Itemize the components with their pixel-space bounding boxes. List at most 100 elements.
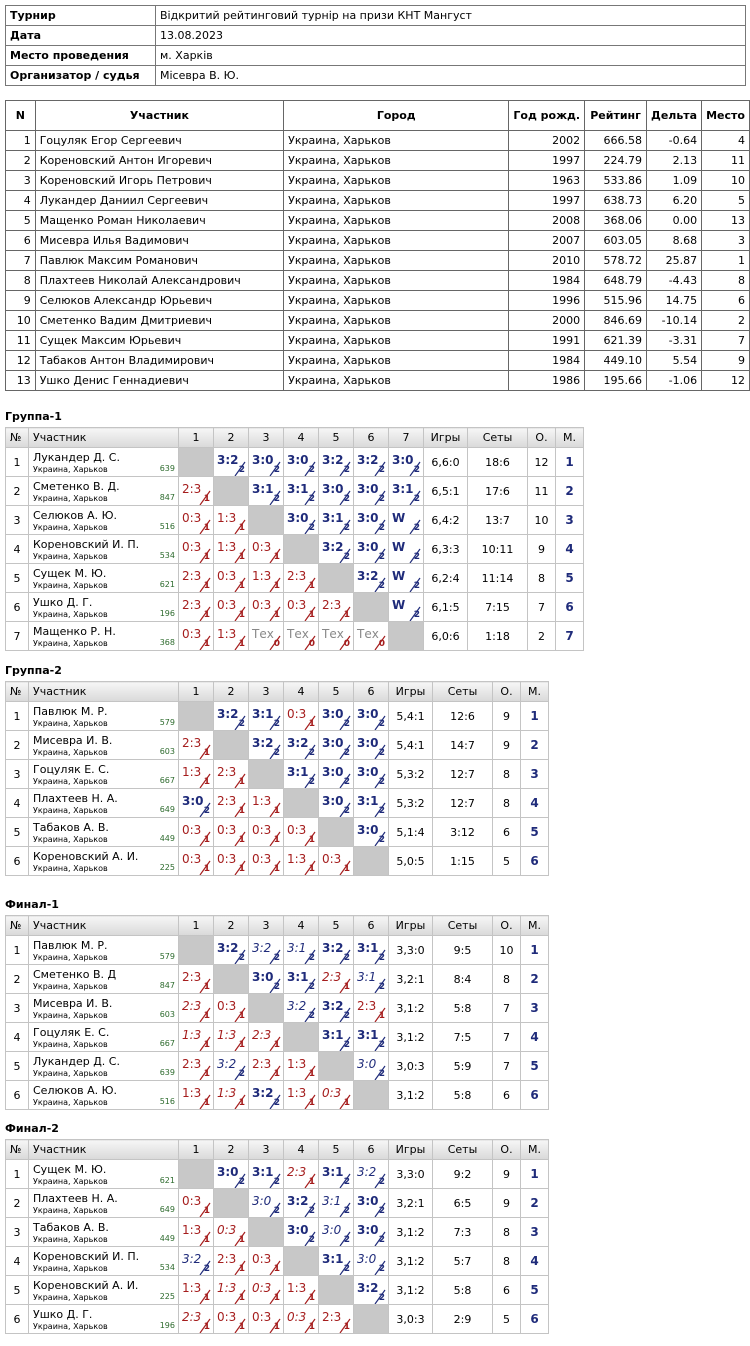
match-score: 3:2 — [357, 1281, 379, 1295]
match-cell: Тех 0 — [283, 621, 319, 651]
slash — [304, 744, 316, 759]
match-points: 2 — [378, 719, 385, 729]
player-name-cell: Мисевра И. В. Украина, Харьков 603 — [28, 993, 179, 1023]
points: 11 — [527, 476, 556, 506]
points: 9 — [492, 1159, 521, 1189]
match-cell: 3:0 2 — [353, 534, 389, 564]
place: 4 — [555, 534, 584, 564]
match-score: 1:3 — [182, 1223, 202, 1237]
sets: 9:5 — [432, 935, 493, 965]
place: 6 — [520, 1080, 549, 1110]
slash — [269, 831, 281, 846]
participant-cell: 2000 — [508, 310, 586, 331]
participant-cell: 621.39 — [584, 330, 648, 351]
player-row: 3 Гоцуляк Е. С. Украина, Харьков 667 1:3 1 2:3… — [5, 759, 549, 789]
self-cell — [283, 534, 319, 564]
points: 5 — [492, 1304, 521, 1334]
slash — [234, 1036, 246, 1051]
slash-line — [304, 1289, 316, 1304]
slash — [374, 802, 386, 817]
player-city: Украина, Харьков — [33, 1098, 108, 1107]
slash-line — [304, 606, 316, 621]
player-rating: 449 — [159, 1234, 175, 1243]
points: 9 — [492, 701, 521, 731]
match-points: 1 — [238, 864, 245, 874]
player-rating: 621 — [159, 580, 175, 589]
slash — [339, 519, 351, 534]
match-cell: 3:1 2 — [283, 476, 319, 506]
self-cell — [213, 730, 249, 760]
column-header: 1 — [178, 681, 214, 702]
participant-row: 13 Ушко Денис Геннадиевич Украина, Харьков… — [5, 370, 750, 391]
match-cell: 3:1 2 — [318, 505, 354, 535]
slash-line — [269, 1318, 281, 1333]
match-points: 1 — [203, 1040, 210, 1050]
column-header: О. — [492, 1139, 521, 1160]
player-number: 5 — [5, 1051, 29, 1081]
group-title: Финал-2 — [5, 1122, 59, 1135]
slash-line — [199, 1318, 211, 1333]
info-label: Дата — [5, 25, 156, 46]
participant-cell: 6 — [701, 290, 750, 311]
place: 1 — [520, 701, 549, 731]
column-header: М. — [520, 1139, 549, 1160]
match-score: 3:1 — [322, 1165, 344, 1179]
games: 5,4:1 — [388, 701, 433, 731]
slash-line — [339, 949, 351, 964]
player-name: Мисевра И. В. — [33, 997, 113, 1010]
column-header: 5 — [318, 1139, 354, 1160]
match-cell: 2:3 1 — [178, 563, 214, 593]
slash — [269, 490, 281, 505]
match-cell: 3:1 2 — [248, 1159, 284, 1189]
participant-cell: 1996 — [508, 290, 586, 311]
player-name-cell: Гоцуляк Е. С. Украина, Харьков 667 — [28, 759, 179, 789]
match-points: 2 — [343, 494, 350, 504]
match-points: 2 — [378, 1040, 385, 1050]
match-points: 0 — [343, 639, 350, 649]
player-number: 5 — [5, 1275, 29, 1305]
match-score: 0:3 — [182, 511, 202, 525]
match-score: 3:0 — [322, 482, 344, 496]
match-score: W — [392, 511, 406, 525]
match-points: 1 — [308, 1098, 315, 1108]
match-cell: 3:2 2 — [318, 993, 354, 1023]
slash — [409, 490, 421, 505]
slash-line — [304, 635, 316, 650]
player-name-cell: Сущек М. Ю. Украина, Харьков 621 — [28, 563, 179, 593]
player-name-cell: Павлюк М. Р. Украина, Харьков 579 — [28, 701, 179, 731]
header-row: № Участник 1 2 3 4 5 6 Игры Сеты О. М. — [5, 1139, 549, 1160]
match-score: 3:1 — [322, 511, 344, 525]
player-city: Украина, Харьков — [33, 1177, 108, 1186]
points: 9 — [527, 534, 556, 564]
participant-cell: Украина, Харьков — [283, 230, 510, 251]
participant-cell: 14.75 — [646, 290, 703, 311]
info-table: Турнир Відкритий рейтинговий турнір на пр… — [5, 5, 746, 86]
match-points: 2 — [378, 1264, 385, 1274]
participant-cell: 1963 — [508, 170, 586, 191]
slash — [374, 715, 386, 730]
match-score: 0:3 — [252, 1310, 272, 1324]
player-name-cell: Сметенко В. Д Украина, Харьков 847 — [28, 964, 179, 994]
match-points: 2 — [273, 719, 280, 729]
participant-cell: 578.72 — [584, 250, 648, 271]
match-score: 3:1 — [287, 482, 309, 496]
place: 1 — [520, 1159, 549, 1189]
match-points: 2 — [343, 465, 350, 475]
player-row: 2 Сметенко В. Д Украина, Харьков 847 2:3 1 3:0… — [5, 964, 549, 994]
participant-cell: 2.13 — [646, 150, 703, 171]
slash — [304, 577, 316, 592]
match-points: 1 — [238, 1040, 245, 1050]
slash-line — [339, 1094, 351, 1109]
column-header: 3 — [248, 1139, 284, 1160]
match-score: 3:1 — [252, 1165, 274, 1179]
games: 3,1:2 — [388, 1080, 433, 1110]
match-score: Тех — [252, 627, 274, 641]
slash — [199, 1318, 211, 1333]
match-score: 3:1 — [252, 482, 274, 496]
player-city: Украина, Харьков — [33, 1264, 108, 1273]
header-row: N Участник Город Год рожд. Рейтинг Дельта Мест… — [5, 100, 750, 131]
match-points: 1 — [308, 1069, 315, 1079]
player-city: Украина, Харьков — [33, 1011, 108, 1020]
match-score: 3:2 — [287, 1194, 309, 1208]
match-score: 3:1 — [392, 482, 414, 496]
